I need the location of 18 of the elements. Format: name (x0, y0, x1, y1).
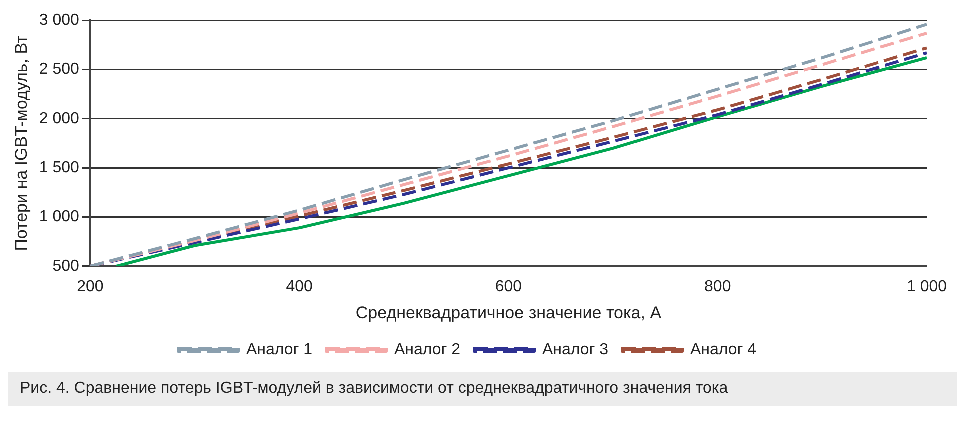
x-tick-label: 200 (77, 278, 104, 296)
text: Рис. 4. Сравнение потерь IGBT-модулей в зависимости от среднеквадратичного значения тока (8, 372, 957, 406)
y-tick-label: 500 (52, 258, 80, 275)
legend-label: Аналог 4 (690, 341, 757, 358)
x-tick-label: 600 (495, 278, 522, 296)
legend-label: Аналог 1 (246, 341, 313, 358)
y-tick-label: 3 000 (39, 12, 80, 30)
y-tick-label: 1 000 (39, 208, 80, 226)
y-tick-label: 2 000 (39, 110, 80, 128)
legend-label: Аналог 2 (394, 341, 461, 358)
x-axis-title: Среднеквадратичное значение тока, А (356, 303, 662, 322)
legend-label: Аналог 3 (542, 341, 609, 358)
x-tick-label: 800 (704, 278, 732, 296)
x-tick-label: 1 000 (906, 278, 948, 296)
x-tick-label: 400 (286, 278, 314, 296)
y-tick-label: 2 500 (39, 61, 80, 78)
y-axis-title: Потери на IGBT-модуль, Вт (12, 36, 31, 252)
y-tick-label: 1 500 (39, 159, 80, 176)
